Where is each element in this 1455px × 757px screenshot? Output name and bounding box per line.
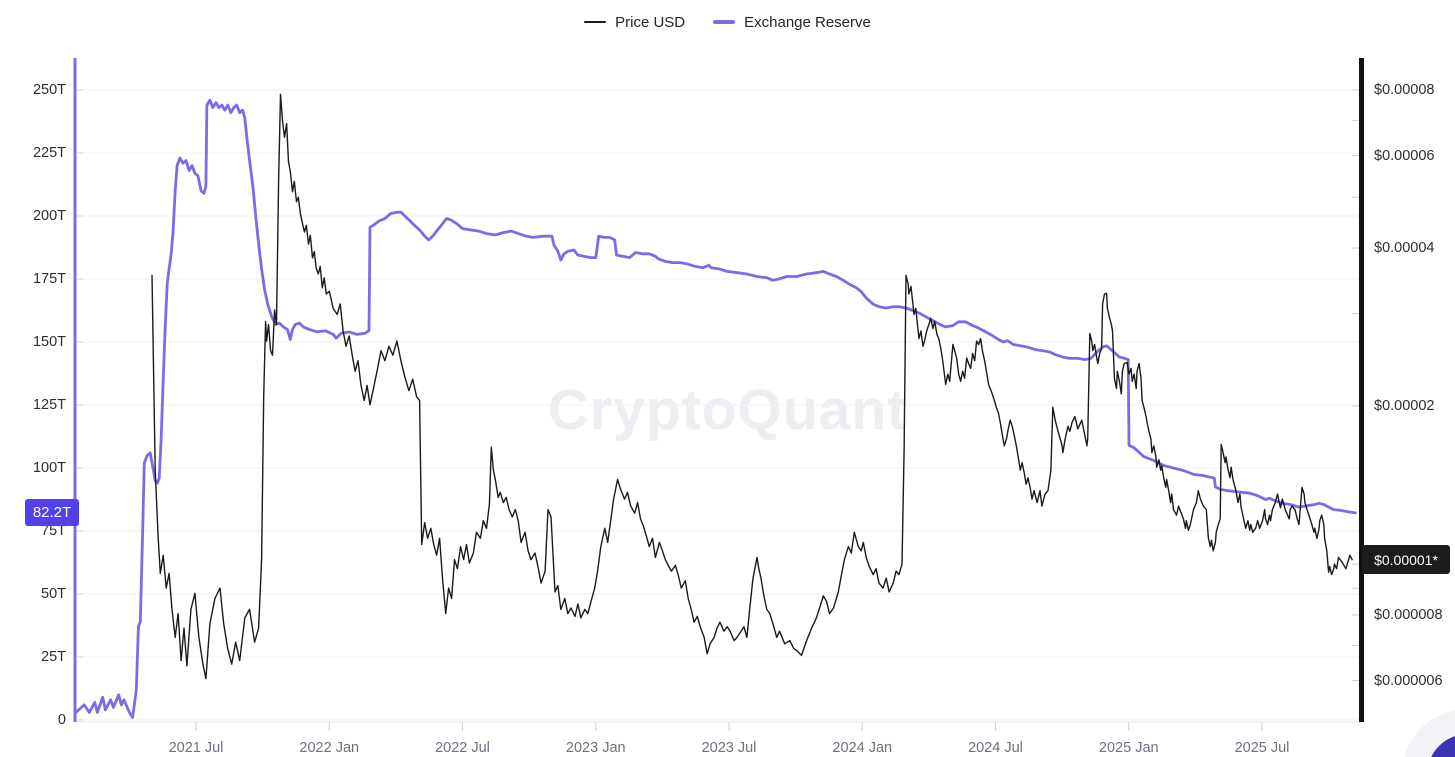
x-tick-label: 2025 Jul <box>1234 740 1290 756</box>
right-axis-line <box>1359 58 1364 722</box>
price-line-swatch-icon <box>584 21 607 23</box>
y-left-label: 25T <box>41 649 66 665</box>
x-tick-label: 2022 Jan <box>299 740 360 756</box>
x-tick-label: 2023 Jan <box>565 740 626 756</box>
y-left-label: 175T <box>32 271 66 287</box>
y-left-label: 225T <box>32 145 66 161</box>
price-line <box>151 93 1353 680</box>
x-tick-label: 2025 Jan <box>1098 740 1159 756</box>
legend-label-price: Price USD <box>615 13 686 31</box>
y-right-label: $0.00002 <box>1374 398 1435 415</box>
y-left-label: 150T <box>32 334 66 350</box>
y-right-label: $0.00006 <box>1374 147 1435 164</box>
x-tick-label: 2024 Jan <box>832 740 893 756</box>
y-left-label: 125T <box>32 397 66 413</box>
legend: Price USD Exchange Reserve <box>0 10 1455 34</box>
y-left-label: 250T <box>32 82 66 98</box>
x-tick-label: 2023 Jul <box>701 740 757 756</box>
y-left-label: 100T <box>32 460 66 476</box>
price-current-badge: $0.00001* <box>1362 545 1450 575</box>
x-tick-label: 2024 Jul <box>968 740 1023 756</box>
legend-item-reserve[interactable]: Exchange Reserve <box>713 14 871 31</box>
y-right-label: $0.00008 <box>1374 82 1435 98</box>
y-left-label: 200T <box>32 208 66 224</box>
y-left-label: 0 <box>57 712 66 728</box>
legend-item-price[interactable]: Price USD <box>584 14 685 31</box>
y-right-label: $0.00004 <box>1374 240 1435 257</box>
y-left-label: 75T <box>41 523 66 539</box>
x-tick-label: 2022 Jul <box>435 740 490 756</box>
legend-label-reserve: Exchange Reserve <box>744 13 871 31</box>
cryptoquant-watermark: CryptoQuant <box>547 378 908 442</box>
y-right-label: $0.000008 <box>1374 607 1443 623</box>
reserve-line-swatch-icon <box>713 20 736 24</box>
reserve-current-badge: 82.2T <box>25 499 79 527</box>
y-left-label: 50T <box>41 586 66 602</box>
reserve-line <box>74 98 1357 719</box>
y-right-label: $0.000006 <box>1374 672 1443 689</box>
x-tick-label: 2021 Jul <box>168 740 224 756</box>
